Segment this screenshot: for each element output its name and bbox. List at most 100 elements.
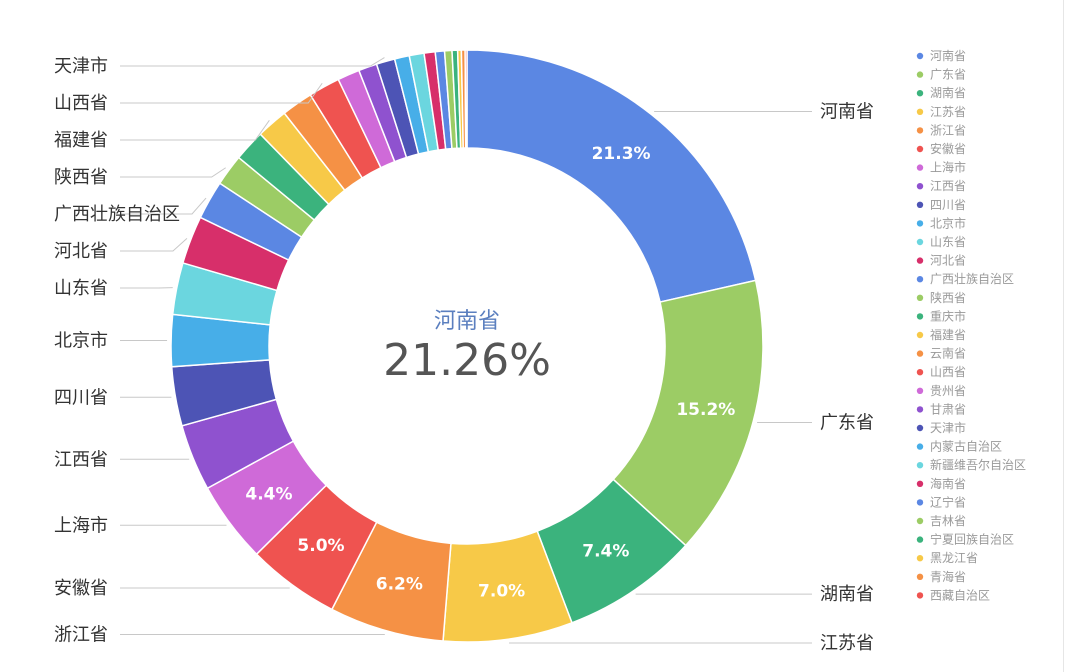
legend-label-1[interactable]: 广东省 (930, 68, 966, 82)
callout-label-9: 北京市 (54, 330, 108, 351)
callout-label-8: 四川省 (54, 387, 108, 408)
leader-line-13 (120, 167, 226, 178)
legend-marker-21[interactable] (916, 443, 924, 450)
legend-marker-1[interactable] (916, 71, 924, 78)
legend-label-19[interactable]: 甘肃省 (930, 402, 966, 416)
legend-label-13[interactable]: 陕西省 (930, 290, 966, 305)
legend-marker-15[interactable] (916, 331, 924, 339)
legend-label-8[interactable]: 四川省 (930, 198, 966, 212)
slice-0[interactable] (466, 49, 757, 303)
pct-label-0: 21.3% (592, 144, 651, 164)
legend-marker-25[interactable] (916, 517, 924, 525)
legend-marker-17[interactable] (916, 369, 924, 376)
callout-label-15: 福建省 (54, 130, 108, 151)
legend-label-14[interactable]: 重庆市 (930, 308, 966, 323)
legend-marker-8[interactable] (916, 201, 924, 208)
legend-label-29[interactable]: 西藏自治区 (930, 588, 990, 602)
legend-marker-29[interactable] (916, 592, 924, 599)
legend-label-24[interactable]: 辽宁省 (930, 494, 966, 509)
legend-label-0[interactable]: 河南省 (930, 48, 966, 63)
legend-marker-7[interactable] (916, 183, 924, 190)
legend-label-21[interactable]: 内蒙古自治区 (930, 439, 1002, 454)
legend-marker-26[interactable] (916, 536, 924, 543)
legend-marker-18[interactable] (916, 387, 924, 394)
callout-label-1: 广东省 (820, 413, 874, 434)
legend-marker-27[interactable] (916, 555, 924, 562)
callout-label-5: 安徽省 (54, 578, 108, 599)
callout-label-17: 山西省 (54, 93, 108, 114)
legend-label-7[interactable]: 江西省 (930, 179, 966, 193)
legend-label-12[interactable]: 广西壮族自治区 (930, 272, 1014, 286)
right-edge-divider (1063, 0, 1064, 672)
legend-marker-2[interactable] (916, 90, 924, 97)
pct-label-6: 4.4% (245, 485, 292, 505)
legend-label-16[interactable]: 云南省 (930, 346, 966, 361)
legend-marker-20[interactable] (916, 424, 924, 432)
legend-label-18[interactable]: 贵州省 (930, 384, 966, 398)
legend-label-9[interactable]: 北京市 (930, 215, 966, 230)
legend-label-22[interactable]: 新疆维吾尔自治区 (930, 457, 1026, 472)
legend-marker-13[interactable] (916, 294, 924, 301)
legend-label-4[interactable]: 浙江省 (930, 123, 966, 137)
pct-label-5: 5.0% (297, 536, 344, 556)
callout-label-0: 河南省 (820, 102, 874, 123)
legend-marker-14[interactable] (916, 313, 924, 320)
legend-marker-5[interactable] (916, 145, 924, 153)
pct-label-4: 6.2% (376, 575, 423, 595)
legend-marker-0[interactable] (916, 52, 924, 60)
legend-marker-10[interactable] (916, 238, 924, 246)
pct-label-1: 15.2% (676, 400, 735, 420)
callout-labels: 天津市山西省福建省陕西省广西壮族自治区河北省山东省北京市四川省江西省上海市安徽省… (54, 56, 874, 654)
legend-marker-3[interactable] (916, 108, 924, 116)
legend-marker-28[interactable] (916, 573, 924, 580)
callout-label-10: 山东省 (54, 278, 108, 299)
legend-marker-24[interactable] (916, 499, 924, 506)
callout-label-13: 陕西省 (54, 167, 108, 188)
leader-line-17 (120, 82, 323, 104)
legend-label-2[interactable]: 湖南省 (930, 85, 966, 100)
slice-29[interactable] (464, 49, 468, 149)
legend: 河南省广东省湖南省江苏省浙江省安徽省上海市江西省四川省北京市山东省河北省广西壮族… (916, 48, 1026, 602)
legend-label-11[interactable]: 河北省 (930, 254, 966, 268)
legend-marker-9[interactable] (916, 220, 924, 227)
leader-line-15 (120, 120, 270, 141)
legend-marker-16[interactable] (916, 350, 924, 357)
legend-marker-19[interactable] (916, 406, 924, 413)
legend-label-20[interactable]: 天津市 (930, 420, 966, 435)
callout-label-11: 河北省 (54, 241, 108, 262)
callout-label-6: 上海市 (54, 515, 108, 536)
callout-label-7: 江西省 (54, 449, 108, 470)
legend-label-28[interactable]: 青海省 (930, 569, 966, 584)
legend-label-15[interactable]: 福建省 (930, 327, 966, 342)
legend-label-6[interactable]: 上海市 (930, 160, 966, 175)
legend-marker-12[interactable] (916, 276, 924, 283)
legend-label-3[interactable]: 江苏省 (930, 105, 966, 119)
legend-label-10[interactable]: 山东省 (930, 235, 966, 249)
percentage-labels: 21.3% 15.2% 7.4% 7.0% 6.2% 5.0% 4.4% (245, 144, 735, 602)
legend-marker-6[interactable] (916, 164, 924, 171)
legend-marker-22[interactable] (916, 462, 924, 469)
callout-label-20: 天津市 (54, 56, 108, 77)
legend-label-25[interactable]: 吉林省 (930, 514, 966, 528)
legend-marker-23[interactable] (916, 480, 924, 487)
pct-label-3: 7.0% (478, 582, 525, 602)
leader-lines (120, 57, 812, 644)
legend-marker-4[interactable] (916, 127, 924, 134)
callout-label-12: 广西壮族自治区 (54, 204, 180, 225)
donut-slices (170, 49, 764, 643)
callout-label-4: 浙江省 (54, 625, 108, 646)
legend-label-17[interactable]: 山西省 (930, 365, 966, 379)
callout-label-3: 江苏省 (820, 633, 874, 654)
legend-label-26[interactable]: 宁夏回族自治区 (930, 532, 1014, 547)
legend-marker-11[interactable] (916, 257, 924, 264)
legend-label-27[interactable]: 黑龙江省 (930, 551, 978, 565)
legend-label-5[interactable]: 安徽省 (930, 141, 966, 156)
leader-line-12 (120, 197, 207, 215)
pct-label-2: 7.4% (582, 541, 629, 561)
center-value: 21.26% (383, 335, 551, 386)
callout-label-2: 湖南省 (820, 584, 874, 605)
center-name: 河南省 (434, 309, 500, 334)
leader-line-11 (120, 238, 188, 252)
legend-label-23[interactable]: 海南省 (930, 476, 966, 491)
